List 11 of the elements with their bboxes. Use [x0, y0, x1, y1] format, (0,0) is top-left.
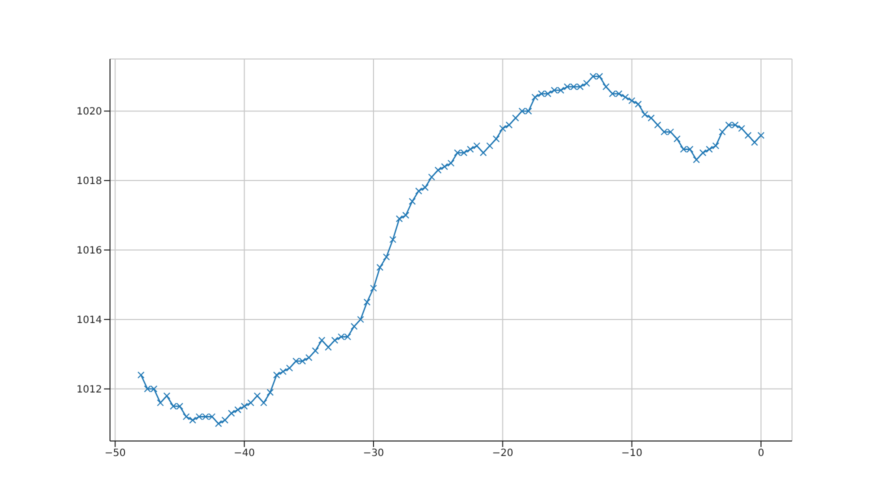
y-tick-label: 1012: [76, 384, 102, 396]
x-tick-label: −40: [234, 448, 255, 460]
y-tick-label: 1016: [76, 246, 102, 257]
x-tick-label: −10: [621, 448, 642, 460]
x-tick-label: −30: [362, 448, 384, 460]
y-tick-label: 1018: [76, 176, 102, 188]
y-tick-label: 1014: [76, 315, 102, 326]
y-tick-label: 1020: [76, 106, 102, 118]
x-tick-label: 0: [758, 448, 764, 460]
x-tick-label: −20: [492, 448, 514, 460]
x-tick-label: −50: [104, 448, 126, 460]
